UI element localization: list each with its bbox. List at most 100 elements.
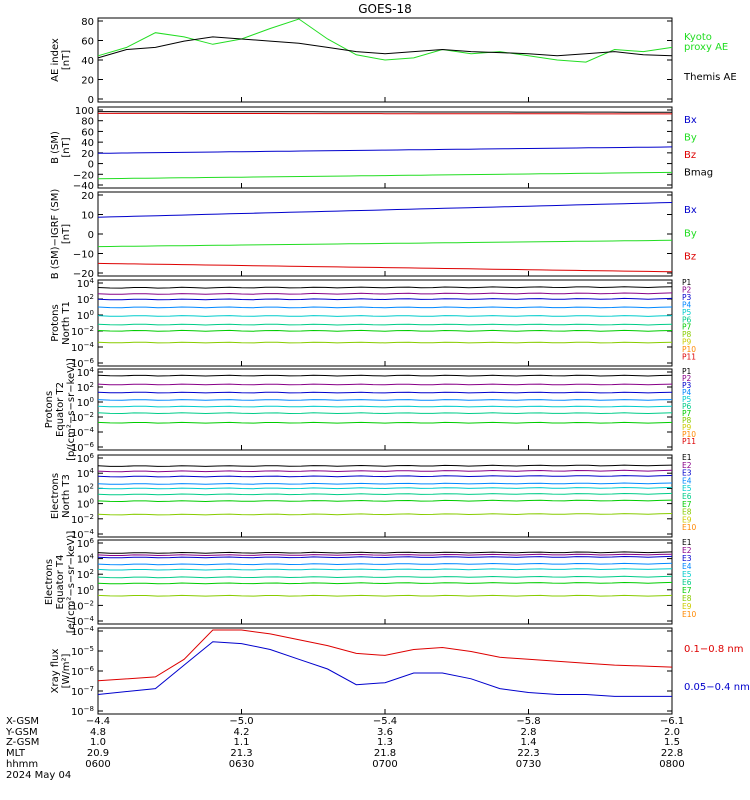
y-axis-label: B (SM): [50, 131, 61, 164]
y-tick-label: 20: [81, 191, 94, 202]
legend-entry: P7: [682, 409, 692, 418]
y-tick-label: 100: [75, 106, 94, 117]
footer-row-label: 2024 May 04: [6, 770, 71, 781]
legend-entry: E7: [682, 586, 692, 595]
footer-row-label: X-GSM: [6, 716, 39, 727]
legend-entry: By: [684, 132, 697, 143]
y-tick-label: 10−4: [71, 528, 95, 541]
legend-entry: E1: [682, 538, 692, 547]
y-axis-label: [nT]: [61, 137, 72, 157]
legend-entry: E2: [682, 461, 692, 470]
y-tick-label: 10−4: [71, 625, 95, 638]
legend-entry: E4: [682, 476, 692, 485]
series-by: [97, 171, 673, 180]
series-e2: [97, 553, 673, 557]
series-bx: [97, 202, 673, 218]
y-axis-label: North T1: [61, 301, 72, 345]
y-tick-label: 100: [77, 584, 94, 597]
y-tick-label: 0: [88, 230, 94, 241]
legend-entry: P1: [682, 278, 692, 287]
footer-row-label: Z-GSM: [6, 737, 39, 748]
y-tick-label: 104: [77, 277, 95, 290]
y-tick-label: 102: [77, 293, 94, 306]
y-tick-label: 40: [81, 138, 94, 149]
y-tick-label: −40: [73, 181, 94, 192]
legend-entry: E3: [682, 554, 692, 563]
series-bmag: [98, 111, 672, 113]
y-tick-label: 10−4: [71, 426, 95, 439]
y-axis-label: North T3: [61, 474, 72, 518]
footer-cell-y: 2.8: [521, 727, 537, 738]
y-tick-label: 10: [81, 211, 94, 222]
y-tick-label: −20: [73, 170, 94, 181]
legend-entry: P6: [682, 402, 692, 411]
footer-cell-z: 1.0: [90, 737, 106, 748]
series-0-05-0-4-nm: [97, 641, 672, 697]
series-p5: [97, 405, 673, 408]
figure-title: GOES-18: [358, 2, 412, 16]
series-e7: [97, 581, 673, 585]
footer-cell-mlt: 21.3: [230, 748, 252, 759]
footer-cell-mlt: 22.3: [517, 748, 539, 759]
legend-entry: Bmag: [684, 168, 713, 179]
y-tick-label: 40: [81, 56, 94, 67]
y-axis-label: AE index: [50, 38, 61, 82]
legend-entry: E3: [682, 469, 692, 478]
legend-entry: E10: [682, 523, 697, 532]
y-tick-label: 60: [81, 127, 94, 138]
y-tick-label: 10−6: [71, 357, 95, 370]
footer-cell-hhmm: 0800: [659, 759, 684, 770]
footer-cell-x: −4.4: [86, 716, 110, 727]
legend-entry: E7: [682, 500, 692, 509]
series-e4: [97, 562, 673, 566]
legend-entry: proxy AE: [684, 42, 728, 53]
footer-cell-z: 1.4: [521, 737, 537, 748]
y-tick-label: 10−4: [71, 615, 95, 628]
y-tick-label: 10−6: [71, 441, 95, 454]
series-p7: [97, 421, 673, 424]
y-axis-label: [W/m²]: [61, 653, 72, 688]
series-e5: [97, 486, 673, 490]
series-p7: [97, 329, 673, 332]
series-e7: [97, 499, 673, 503]
series-e3: [97, 555, 673, 559]
footer-cell-z: 1.5: [664, 737, 680, 748]
y-tick-label: 20: [81, 149, 94, 160]
panel-ee: 106 104 102 100 10−2 10−4 Electrons Equator T4[…: [44, 531, 697, 634]
series-p4: [97, 399, 673, 401]
footer-cell-mlt: 22.8: [661, 748, 683, 759]
legend-entry: E5: [682, 570, 692, 579]
y-tick-label: 10−6: [71, 665, 95, 678]
series-p6: [97, 412, 673, 415]
series-e1: [97, 464, 673, 467]
series-e6: [97, 575, 673, 579]
legend-entry: P10: [682, 345, 696, 354]
footer-cell-mlt: 21.8: [374, 748, 396, 759]
series-p6: [97, 323, 673, 326]
y-tick-label: 10−2: [71, 513, 94, 526]
legend-entry: E9: [682, 602, 692, 611]
y-tick-label: 60: [81, 37, 94, 48]
y-tick-label: 100: [77, 498, 94, 511]
panel-bigrf: 20 10 0 −10 −20 B (SM)−IGRF (SM) [nT] Bx By Bz: [50, 189, 697, 280]
footer-row-label: MLT: [6, 748, 26, 759]
series-e6: [97, 492, 673, 496]
series-p2: [97, 292, 673, 295]
legend-entry: By: [684, 228, 697, 239]
y-axis-label: Protons: [50, 304, 61, 341]
legend-entry: 0.05−0.4 nm: [684, 682, 750, 693]
y-axis-label: [nT]: [61, 50, 72, 70]
y-tick-label: −10: [73, 250, 94, 261]
legend-entry: P3: [682, 381, 692, 390]
legend-entry: E2: [682, 546, 692, 555]
series-p1: [97, 374, 673, 377]
legend-entry: P4: [682, 300, 692, 309]
footer-cell-x: −5.0: [229, 716, 253, 727]
panel-frame: [97, 454, 673, 538]
footer-cell-x: −6.1: [660, 716, 684, 727]
series-e5: [97, 568, 673, 571]
legend-entry: Bz: [684, 150, 696, 161]
series-by: [97, 239, 673, 248]
legend-entry: Kyoto: [684, 32, 712, 43]
